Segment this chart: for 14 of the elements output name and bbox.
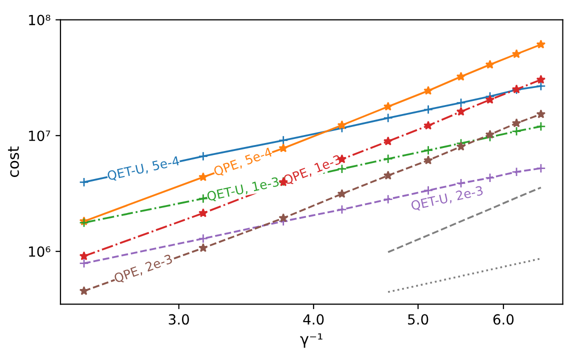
y-axis-title: cost	[8, 146, 19, 178]
x-tick-label: 5.0	[408, 314, 428, 325]
x-tick-label: 6.0	[493, 314, 514, 325]
y-tick-label: 10⁸	[29, 14, 50, 26]
text: QET-U, 5e-4	[106, 156, 180, 182]
x-axis-title: γ⁻¹	[300, 333, 322, 348]
text: QPE, 2e-3	[113, 254, 174, 284]
text: QPE, 5e-4	[213, 147, 274, 178]
x-tick-label: 4.0	[303, 314, 324, 325]
y-tick-label: 10⁷	[29, 130, 50, 142]
x-tick-label: 3.0	[168, 314, 189, 325]
text: QET-U, 2e-3	[410, 186, 484, 212]
y-tick-label: 10⁶	[29, 246, 50, 257]
text: QET-U, 1e-3	[206, 176, 280, 203]
